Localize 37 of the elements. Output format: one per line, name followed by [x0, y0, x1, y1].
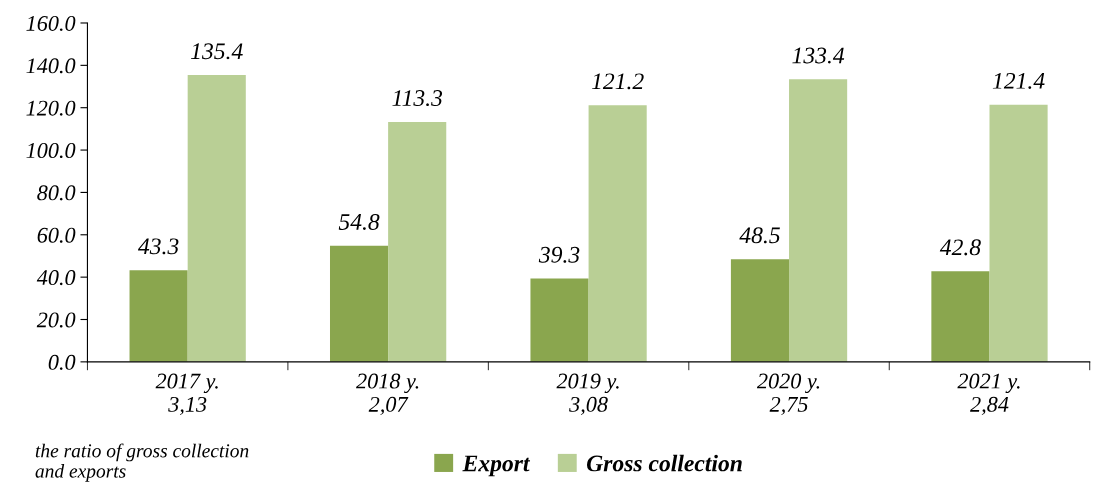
bar	[588, 105, 647, 362]
y-tick-label: 100.0	[26, 142, 76, 159]
x-tick-label: 2018 y. 2,07	[356, 373, 419, 416]
text: the ratio of gross collection and exports	[35, 443, 249, 482]
data-label: 121.4	[992, 72, 1045, 89]
x-tick-label: 2021 y. 2,84	[957, 373, 1020, 416]
data-label: 113.3	[392, 90, 443, 107]
y-tick-label: 40.0	[36, 270, 76, 286]
y-tick-label: 60.0	[37, 227, 76, 243]
bar	[129, 270, 188, 362]
y-tick-label: 0.0	[48, 354, 76, 370]
bar	[789, 79, 848, 362]
y-tick-label: 140.0	[26, 58, 76, 74]
legend-label: Gross collection	[586, 454, 742, 472]
bar	[989, 104, 1048, 362]
y-tick-label: 20.0	[36, 312, 76, 328]
x-tick-label: 2017 y. 3,13	[155, 373, 218, 416]
bar	[730, 259, 790, 362]
data-label: 39.3	[538, 246, 580, 263]
bar	[329, 245, 389, 362]
y-tick-label: 160.0	[26, 15, 76, 32]
x-tick-label: 2019 y. 3,08	[556, 373, 619, 416]
bar	[530, 278, 589, 362]
bar	[388, 121, 447, 362]
data-label: 121.2	[591, 73, 644, 90]
data-label: 48.5	[739, 227, 780, 244]
data-label: 133.4	[792, 47, 845, 64]
data-label: 43.3	[138, 238, 179, 255]
x-tick-label: 2020 y. 2,75	[756, 373, 820, 416]
legend-label: Export	[462, 455, 531, 477]
y-tick-label: 120.0	[26, 100, 76, 116]
data-label: 54.8	[338, 213, 380, 230]
data-label: 42.8	[939, 239, 981, 256]
bar	[187, 75, 246, 362]
bar	[931, 271, 990, 362]
data-label: 135.4	[191, 43, 243, 60]
y-tick-label: 80.0	[37, 185, 76, 201]
